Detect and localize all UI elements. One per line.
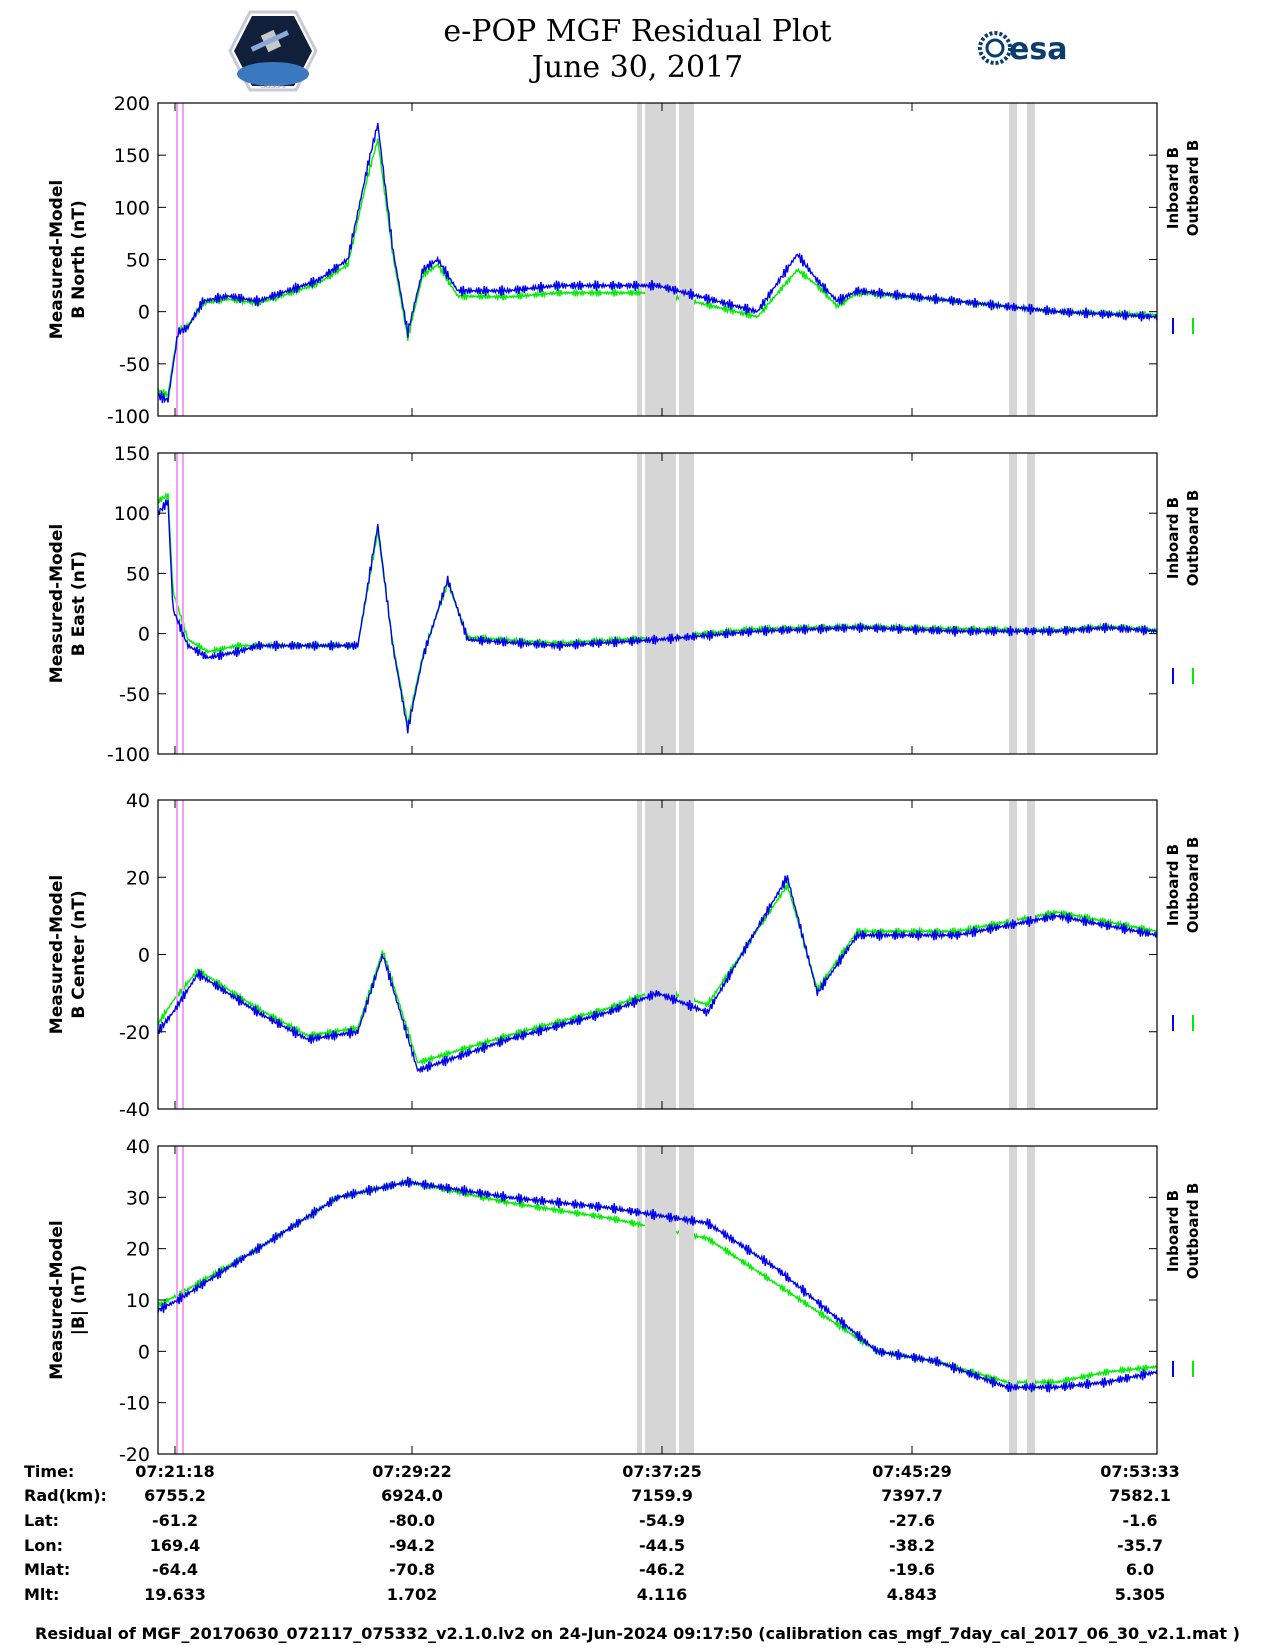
y-tick-label: 40 [126,1136,150,1158]
y-tick-label: 100 [114,197,150,219]
y-tick-label: -100 [107,744,150,766]
gap-band [679,103,694,416]
chart-title: e-POP MGF Residual Plot June 30, 2017 [0,14,1275,86]
y-tick-label: 30 [126,1187,150,1209]
panel-4: 40 30 20 10 0 -10 -20 Measured-Model |B| (nT) Inb… [47,1136,1202,1466]
footer-note: Residual of MGF_20170630_072117_075332_v… [35,1624,1240,1643]
cassiope-logo-text: CASSIOPE [260,84,286,90]
legend-label: Outboard B [1184,837,1202,934]
series-line-inboard [157,122,1158,404]
gap-band [1009,453,1017,754]
y-tick-label: 20 [126,867,150,889]
y-tick-label: -50 [119,684,150,706]
title-line-2: June 30, 2017 [531,50,744,85]
cassiope-logo: CASSIOPE [228,10,318,92]
y-tick-label: 10 [126,1290,150,1312]
gap-band [679,1146,694,1454]
y-axis-label: Measured-Model B North (nT) [47,180,89,339]
legend-label: Outboard B [1184,140,1202,237]
y-tick-label: 150 [114,145,150,167]
gap-band [645,1146,676,1454]
series-line-inboard [157,1176,1158,1393]
gap-band [679,453,694,754]
gap-band [1009,103,1017,416]
gap-band [1027,453,1035,754]
gap-band [645,103,676,416]
y-tick-label: -40 [119,1099,150,1121]
series-line-inboard [157,875,1158,1074]
esa-logo-text: esa [1009,32,1067,67]
y-tick-label: 150 [114,443,150,465]
esa-logo: esa [978,31,1067,67]
y-tick-label: -20 [119,1022,150,1044]
gap-band [1027,1146,1035,1454]
y-axis-label-line-2: B North (nT) [69,200,89,319]
series-line-inboard [157,499,1158,734]
panel-2: 150 100 50 0 -50 -100 Measured-Model B East (nT… [47,443,1202,766]
gap-band [1009,800,1017,1109]
y-tick-label: 40 [126,790,150,812]
y-axis-label: Measured-Model B East (nT) [47,524,89,683]
y-axis-label: Measured-Model B Center (nT) [47,875,89,1034]
legend-label: Inboard B [1164,497,1182,579]
y-axis-label-line-1: Measured-Model [47,524,67,683]
y-tick-label: 0 [138,302,150,324]
y-tick-label: 100 [114,503,150,525]
panel-3: 40 20 0 -20 -40 Measured-Model B Center (nT) In… [47,790,1202,1121]
legend-label: Inboard B [1164,1190,1182,1272]
y-tick-label: 50 [126,250,150,272]
y-tick-label: 20 [126,1239,150,1261]
legend-label: Outboard B [1184,490,1202,587]
y-tick-label: -100 [107,406,150,428]
gap-band [1027,800,1035,1109]
gap-band [637,1146,642,1454]
panel-1: 200 150 100 50 0 -50 -100 Measured-Model B North… [47,93,1202,428]
legend-label: Inboard B [1164,147,1182,229]
y-tick-label: -50 [119,354,150,376]
y-tick-label: 0 [138,624,150,646]
y-tick-label: -10 [119,1393,150,1415]
y-axis-label-line-2: B Center (nT) [69,890,89,1018]
y-axis-label: Measured-Model |B| (nT) [47,1220,89,1379]
gap-band [1009,1146,1017,1454]
y-tick-label: 50 [126,563,150,585]
gap-band [645,453,676,754]
y-axis-label-line-1: Measured-Model [47,1220,67,1379]
title-line-1: e-POP MGF Residual Plot [443,14,832,49]
y-tick-label: -20 [119,1444,150,1466]
y-tick-label: 0 [138,1341,150,1363]
y-axis-label-line-1: Measured-Model [47,180,67,339]
gap-band [645,800,676,1109]
y-axis-label-line-1: Measured-Model [47,875,67,1034]
y-axis-label-line-2: |B| (nT) [69,1265,89,1336]
gap-band [637,103,642,416]
y-axis-label-line-2: B East (nT) [69,551,89,656]
legend-label: Inboard B [1164,844,1182,926]
y-tick-label: 200 [114,93,150,115]
gap-band [637,800,642,1109]
gap-band [637,453,642,754]
gap-band [1027,103,1035,416]
y-tick-label: 0 [138,945,150,967]
legend-label: Outboard B [1184,1183,1202,1280]
plot-frame [157,452,1158,755]
gap-band [679,800,694,1109]
